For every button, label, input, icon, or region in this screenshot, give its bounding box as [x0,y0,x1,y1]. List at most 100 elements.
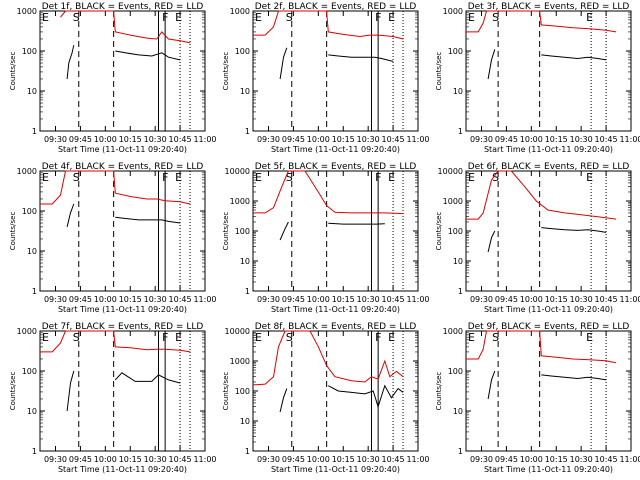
y-tick-label: 1 [458,127,463,136]
marker-label-E: E [255,331,262,344]
y-tick-label: 1000 [443,7,463,16]
x-tick-label: 10:15 [119,295,142,304]
marker-label-S: S [286,331,293,344]
marker-label-E: E [42,171,49,184]
y-tick-label: 10 [453,257,463,266]
series-line-events [541,374,607,381]
marker-label-E-end: E [388,331,395,344]
y-tick-label: 1000 [230,7,250,16]
x-axis-label: Start Time (11-Oct-11 09:20:40) [58,145,187,154]
y-tick-label: 10000 [225,327,250,336]
x-tick-label: 10:45 [169,135,192,144]
x-tick-label: 10:00 [520,135,543,144]
x-axis-label: Start Time (11-Oct-11 09:20:40) [484,465,613,474]
y-tick-label: 10 [240,257,250,266]
series-line-lld [253,10,404,40]
marker-label-S: S [73,331,80,344]
x-tick-label: 10:45 [169,295,192,304]
x-tick-label: 10:15 [545,455,568,464]
chart-panel-8: Det 8f, BLACK = Events, RED = LLD 1 10 100 1… [222,322,430,474]
x-tick-label: 09:30 [44,135,67,144]
x-tick-label: 10:30 [570,135,593,144]
series-line-events [328,54,394,62]
x-tick-label: 09:30 [257,135,280,144]
x-tick-label: 11:00 [406,135,429,144]
series-line-events [541,54,607,61]
marker-label-E: E [42,11,49,24]
y-tick-label: 1000 [230,197,250,206]
x-tick-label: 10:30 [144,135,167,144]
x-tick-label: 09:45 [282,455,305,464]
y-axis-label: Counts/sec [435,212,443,251]
x-tick-label: 10:45 [169,455,192,464]
x-tick-label: 09:30 [470,135,493,144]
x-tick-label: 10:45 [595,455,618,464]
x-axis-label: Start Time (11-Oct-11 09:20:40) [58,465,187,474]
marker-label-E: E [42,331,49,344]
chart-panel-3: Det 3f, BLACK = Events, RED = LLD 1 10 100 1… [435,2,640,154]
marker-label-E: E [468,171,475,184]
x-tick-label: 10:00 [94,455,117,464]
y-tick-label: 10000 [438,167,463,176]
y-tick-label: 100 [235,387,250,396]
series-line-events [279,47,288,80]
plot-frame [465,10,632,132]
x-tick-label: 11:00 [619,455,640,464]
y-tick-label: 10 [27,87,37,96]
y-axis-label: Counts/sec [222,52,230,91]
x-tick-label: 11:00 [619,135,640,144]
x-tick-label: 10:45 [595,135,618,144]
x-axis-label: Start Time (11-Oct-11 09:20:40) [271,305,400,314]
series-line-events [66,370,75,412]
x-tick-label: 09:45 [282,135,305,144]
x-tick-label: 10:45 [382,455,405,464]
x-tick-label: 10:45 [595,295,618,304]
y-axis-label: Counts/sec [222,372,230,411]
x-tick-label: 09:45 [69,455,92,464]
chart-title: Det 2f, BLACK = Events, RED = LLD [255,2,417,12]
y-tick-label: 1000 [17,167,37,176]
y-tick-label: 100 [448,47,463,56]
series-line-lld [60,10,191,44]
series-line-events [114,372,181,384]
series-line-lld [252,330,404,386]
x-axis-label: Start Time (11-Oct-11 09:20:40) [484,305,613,314]
y-tick-label: 10 [240,87,250,96]
x-tick-label: 11:00 [619,295,640,304]
y-axis-label: Counts/sec [435,52,443,91]
marker-label-E: E [255,11,262,24]
chart-title: Det 1f, BLACK = Events, RED = LLD [42,2,204,12]
x-tick-label: 10:00 [520,455,543,464]
y-tick-label: 100 [235,227,250,236]
series-line-lld [40,330,191,353]
series-line-events [66,45,75,80]
series-line-events [487,230,496,253]
series-line-events [487,49,496,80]
marker-label-E: E [468,331,475,344]
y-axis-label: Counts/sec [9,52,17,91]
marker-label-E: E [255,171,262,184]
y-tick-label: 1 [245,127,250,136]
y-axis-label: Counts/sec [9,372,17,411]
series-line-events [328,384,404,409]
plot-frame [252,10,419,132]
y-tick-label: 100 [22,207,37,216]
x-tick-label: 09:45 [495,455,518,464]
chart-panel-6: Det 6f, BLACK = Events, RED = LLD 1 10 100 1… [435,162,640,314]
x-tick-label: 10:00 [94,135,117,144]
series-line-lld [466,170,617,220]
series-line-events [279,221,289,241]
marker-label-S: S [73,11,80,24]
series-line-events [487,370,496,400]
x-tick-label: 10:00 [94,295,117,304]
y-tick-label: 100 [448,227,463,236]
marker-label-F: F [375,171,381,184]
chart-title: Det 7f, BLACK = Events, RED = LLD [42,322,204,332]
x-tick-label: 11:00 [193,455,216,464]
x-tick-label: 11:00 [406,455,429,464]
marker-label-E-end: E [388,171,395,184]
plot-frame [465,330,632,452]
x-tick-label: 10:30 [357,135,380,144]
y-tick-label: 10000 [225,167,250,176]
